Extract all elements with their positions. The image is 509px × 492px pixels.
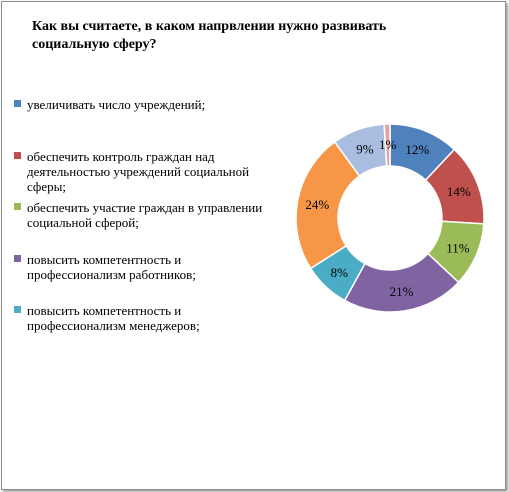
legend-item: обеспечить участие граждан в управлении … [14, 200, 274, 230]
slice-value-label: 12% [405, 142, 429, 157]
slice-value-label: 11% [446, 240, 470, 255]
slice-value-label: 14% [447, 184, 471, 199]
slice-value-label: 21% [390, 284, 414, 299]
legend-item: повысить компетентность и профессионализ… [14, 303, 274, 333]
legend-item: обеспечить контроль граждан над деятельн… [14, 149, 274, 194]
legend-swatch [14, 100, 21, 107]
legend-label: увеличивать число учреждений; [27, 97, 206, 112]
slice-value-label: 24% [305, 197, 329, 212]
legend-label: повысить компетентность и профессионализ… [27, 252, 196, 282]
legend-label: повысить компетентность и профессионализ… [27, 303, 200, 333]
legend-label: обеспечить участие граждан в управлении … [27, 200, 263, 230]
legend-label: обеспечить контроль граждан над деятельн… [27, 149, 250, 194]
chart-title: Как вы считаете, в каком напрвлении нужн… [32, 19, 387, 52]
legend-item: увеличивать число учреждений; [14, 97, 274, 112]
donut-slice [383, 123, 391, 167]
slice-value-label: 9% [356, 141, 374, 156]
legend-item: повысить компетентность и профессионализ… [14, 252, 274, 282]
legend-swatch [14, 152, 21, 159]
legend-swatch [14, 255, 21, 262]
slice-value-label: 8% [331, 265, 349, 280]
slice-value-label: 1% [379, 137, 397, 152]
legend-swatch [14, 306, 21, 313]
legend-swatch [14, 203, 21, 210]
